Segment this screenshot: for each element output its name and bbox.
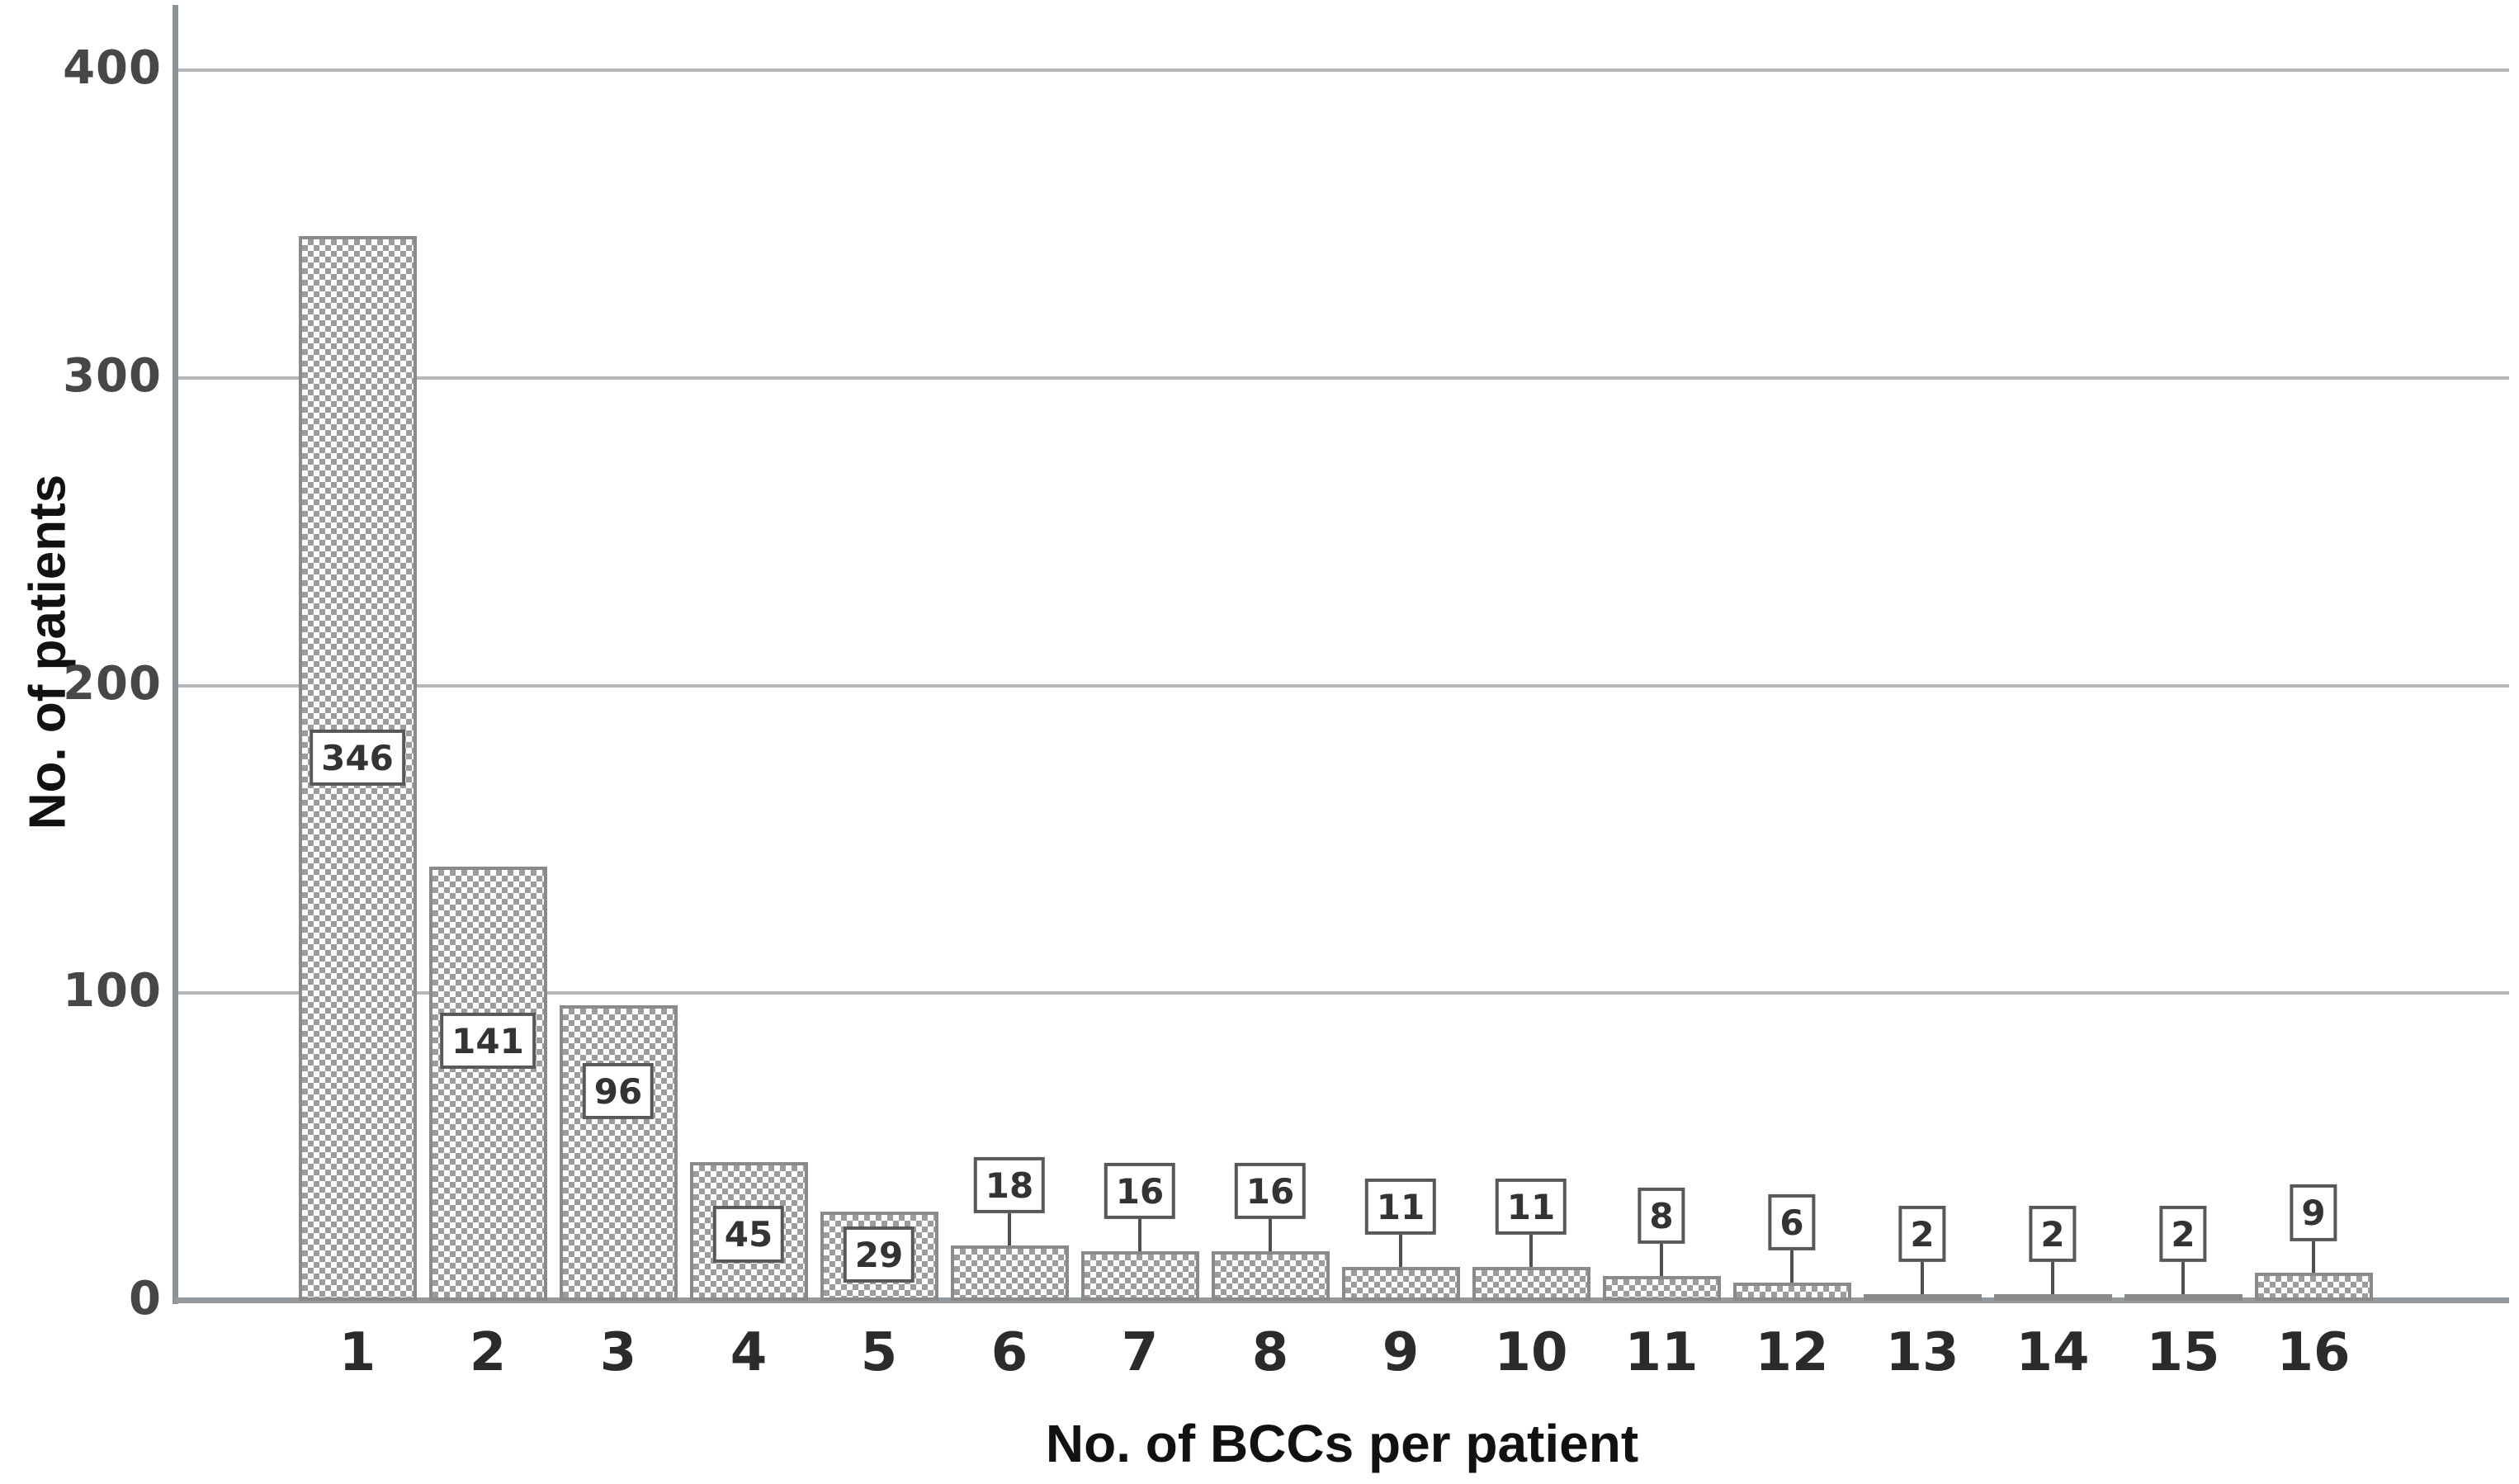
bar-12 xyxy=(1732,1282,1851,1301)
bar-3 xyxy=(559,1005,678,1301)
y-axis-line xyxy=(173,5,178,1304)
y-tick-label-300: 300 xyxy=(63,348,162,403)
x-tick-label-5: 5 xyxy=(860,1322,898,1383)
bar-6 xyxy=(950,1245,1069,1301)
y-tick-label-200: 200 xyxy=(63,656,162,711)
bar-value-label: 96 xyxy=(582,1062,655,1119)
x-axis-title: No. of BCCs per patient xyxy=(1045,1414,1639,1473)
value-label-connector xyxy=(1790,1247,1794,1283)
bar-value-label: 18 xyxy=(973,1156,1046,1213)
bar-13 xyxy=(1863,1294,1982,1301)
x-tick-label-2: 2 xyxy=(469,1322,507,1383)
bar-value-label: 141 xyxy=(440,1012,536,1069)
gridline-100 xyxy=(175,991,2509,995)
bar-15 xyxy=(2124,1294,2243,1301)
value-label-connector xyxy=(1529,1231,1533,1267)
bar-value-label: 2 xyxy=(2159,1205,2207,1262)
bar-11 xyxy=(1602,1276,1721,1301)
bar-9 xyxy=(1341,1266,1460,1301)
bar-value-label: 11 xyxy=(1364,1178,1437,1235)
gridline-300 xyxy=(175,376,2509,380)
bar-value-label: 2 xyxy=(1898,1205,1946,1262)
y-tick-label-100: 100 xyxy=(63,964,162,1018)
bar-value-label: 16 xyxy=(1104,1163,1176,1220)
bar-7 xyxy=(1080,1251,1199,1301)
y-tick-label-0: 0 xyxy=(129,1271,162,1326)
x-tick-label-7: 7 xyxy=(1121,1322,1159,1383)
bar-value-label: 29 xyxy=(843,1226,915,1283)
gridline-400 xyxy=(175,69,2509,72)
value-label-connector xyxy=(2051,1260,2054,1294)
x-tick-label-6: 6 xyxy=(990,1322,1028,1383)
x-tick-label-11: 11 xyxy=(1624,1322,1699,1383)
bar-value-label: 16 xyxy=(1234,1163,1307,1220)
bar-value-label: 8 xyxy=(1638,1188,1685,1245)
x-tick-label-15: 15 xyxy=(2146,1322,2220,1383)
x-tick-label-14: 14 xyxy=(2016,1322,2090,1383)
x-tick-label-12: 12 xyxy=(1755,1322,1829,1383)
value-label-connector xyxy=(1138,1217,1141,1252)
bar-16 xyxy=(2254,1273,2373,1301)
value-label-connector xyxy=(1921,1260,1924,1294)
value-label-connector xyxy=(1660,1241,1663,1277)
value-label-connector xyxy=(1269,1217,1272,1252)
x-tick-label-3: 3 xyxy=(599,1322,637,1383)
bar-value-label: 45 xyxy=(712,1206,785,1263)
y-tick-label-400: 400 xyxy=(63,40,162,95)
x-tick-label-9: 9 xyxy=(1382,1322,1420,1383)
value-label-connector xyxy=(1008,1210,1011,1245)
x-tick-label-1: 1 xyxy=(338,1322,376,1383)
bar-value-label: 6 xyxy=(1768,1193,1816,1250)
gridline-200 xyxy=(175,683,2509,688)
bar-value-label: 2 xyxy=(2029,1205,2077,1262)
value-label-connector xyxy=(2181,1260,2185,1294)
x-tick-label-8: 8 xyxy=(1251,1322,1289,1383)
x-tick-label-10: 10 xyxy=(1494,1322,1568,1383)
bar-14 xyxy=(1993,1294,2112,1301)
bar-value-label: 346 xyxy=(310,730,405,787)
x-tick-label-4: 4 xyxy=(730,1322,768,1383)
value-label-connector xyxy=(2312,1238,2315,1274)
x-tick-label-13: 13 xyxy=(1885,1322,1959,1383)
value-label-connector xyxy=(1399,1231,1402,1267)
bar-value-label: 11 xyxy=(1495,1178,1567,1235)
bar-2 xyxy=(428,867,547,1301)
bar-10 xyxy=(1472,1266,1590,1301)
bar-8 xyxy=(1211,1251,1330,1301)
x-tick-label-16: 16 xyxy=(2276,1322,2351,1383)
bar-value-label: 9 xyxy=(2290,1184,2337,1241)
